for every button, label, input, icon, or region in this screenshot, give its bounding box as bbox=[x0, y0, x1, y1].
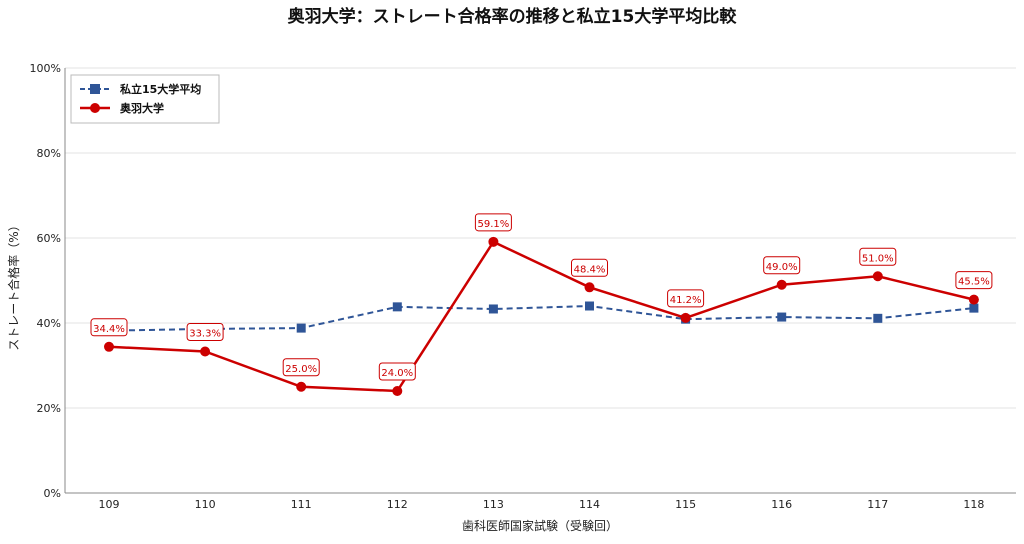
y-axis-label: ストレート合格率（%） bbox=[6, 219, 21, 350]
x-tick-label: 118 bbox=[963, 498, 984, 511]
data-label-box bbox=[186, 322, 224, 341]
data-label-box bbox=[667, 289, 705, 308]
data-point-circle bbox=[776, 279, 787, 290]
y-tick-label: 100% bbox=[30, 62, 61, 75]
data-label-box bbox=[955, 271, 993, 290]
data-point-square bbox=[488, 304, 498, 314]
data-label: 33.3% bbox=[189, 328, 221, 339]
data-point-circle bbox=[200, 346, 211, 357]
data-point-circle bbox=[968, 294, 979, 305]
x-tick-label: 113 bbox=[483, 498, 504, 511]
x-tick-label: 110 bbox=[195, 498, 216, 511]
x-tick-label: 115 bbox=[675, 498, 696, 511]
series-line bbox=[108, 240, 975, 393]
data-point-circle bbox=[392, 386, 403, 396]
x-tick-label: 109 bbox=[99, 498, 120, 511]
x-tick-label: 116 bbox=[771, 498, 792, 511]
data-point-square bbox=[777, 312, 787, 322]
data-label: 45.5% bbox=[958, 277, 990, 288]
data-label: 24.0% bbox=[381, 368, 413, 379]
x-tick-label: 117 bbox=[867, 498, 888, 511]
y-tick-label: 40% bbox=[37, 317, 61, 330]
legend-square-marker-icon bbox=[90, 84, 100, 94]
data-label: 48.4% bbox=[574, 264, 606, 275]
data-point-circle bbox=[872, 271, 883, 282]
data-point-square bbox=[873, 313, 883, 323]
x-tick-label: 114 bbox=[579, 498, 600, 511]
series-line bbox=[108, 304, 975, 332]
data-point-circle bbox=[584, 282, 595, 293]
legend-label-ou: 奥羽大学 bbox=[119, 101, 164, 115]
data-point-square bbox=[969, 303, 979, 313]
data-label: 34.4% bbox=[93, 324, 125, 335]
y-tick-label: 80% bbox=[37, 147, 61, 160]
data-label: 49.0% bbox=[766, 262, 798, 273]
data-label-box bbox=[90, 318, 128, 337]
y-tick-label: 60% bbox=[37, 232, 61, 245]
legend: 私立15大学平均 奥羽大学 bbox=[70, 74, 220, 124]
legend-circle-marker-icon bbox=[90, 103, 100, 113]
data-label-box bbox=[378, 362, 416, 381]
y-tick-label: 0% bbox=[44, 487, 61, 500]
data-point-circle bbox=[104, 341, 114, 352]
x-tick-label: 111 bbox=[291, 498, 312, 511]
data-label: 59.1% bbox=[478, 219, 510, 230]
data-label: 25.0% bbox=[285, 364, 317, 375]
x-axis-label: 歯科医師国家試験（受験回） bbox=[462, 518, 618, 533]
data-point-circle bbox=[488, 236, 499, 247]
data-point-circle bbox=[296, 381, 307, 392]
data-label-box bbox=[763, 256, 801, 275]
data-label-box bbox=[571, 258, 608, 277]
x-tick-label: 112 bbox=[387, 498, 408, 511]
data-point-square bbox=[296, 323, 306, 333]
chart-title: 奥羽大学：ストレート合格率の推移と私立15大学平均比較 bbox=[288, 6, 738, 27]
data-point-circle bbox=[680, 312, 691, 323]
y-tick-label: 20% bbox=[37, 402, 61, 415]
legend-label-average: 私立15大学平均 bbox=[120, 82, 201, 96]
data-point-square bbox=[585, 301, 594, 311]
data-label-box bbox=[474, 213, 512, 232]
data-label: 51.0% bbox=[862, 253, 894, 264]
data-label-box bbox=[282, 358, 320, 377]
data-point-square bbox=[392, 302, 402, 312]
data-label-box bbox=[859, 247, 897, 266]
data-label: 41.2% bbox=[670, 295, 702, 306]
